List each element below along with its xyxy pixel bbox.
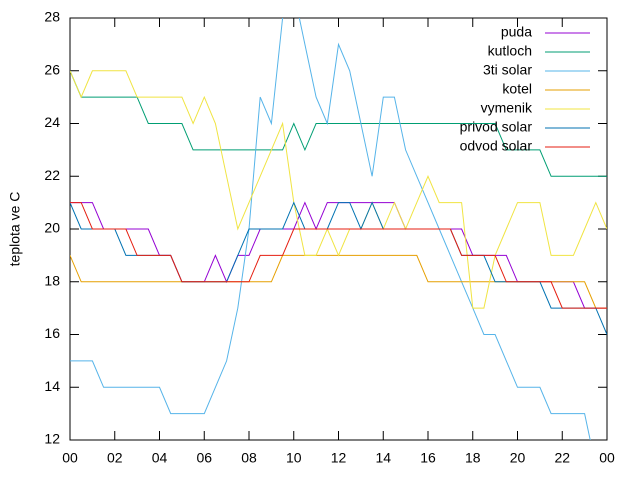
series-line <box>70 201 607 335</box>
x-tick-label: 10 <box>286 450 302 466</box>
y-axis-label: teplota ve C <box>7 192 23 267</box>
y-tick-label: 24 <box>44 114 60 130</box>
x-tick-label: 00 <box>599 450 615 466</box>
legend-label: odvod solar <box>460 138 533 154</box>
x-tick-label: 16 <box>420 450 436 466</box>
legend-label: vymenik <box>481 100 533 116</box>
x-tick-label: 18 <box>465 450 481 466</box>
y-tick-label: 18 <box>44 272 60 288</box>
y-tick-label: 20 <box>44 220 60 236</box>
y-tick-label: 28 <box>44 9 60 25</box>
x-tick-label: 02 <box>107 450 123 466</box>
legend-label: kotel <box>502 81 532 97</box>
y-tick-label: 14 <box>44 378 60 394</box>
y-tick-label: 16 <box>44 325 60 341</box>
series-line <box>70 70 607 309</box>
legend-label: puda <box>501 24 532 40</box>
y-tick-label: 26 <box>44 61 60 77</box>
x-tick-label: 04 <box>152 450 168 466</box>
legend-label: privod solar <box>460 119 533 135</box>
x-tick-label: 20 <box>510 450 526 466</box>
series-line <box>70 18 591 440</box>
x-tick-label: 22 <box>554 450 570 466</box>
legend-label: 3ti solar <box>483 62 532 78</box>
y-tick-label: 12 <box>44 431 60 447</box>
series-line <box>70 202 607 309</box>
series-line <box>70 70 607 177</box>
x-tick-label: 06 <box>196 450 212 466</box>
plot-area <box>70 18 607 440</box>
legend-label: kutloch <box>488 43 532 59</box>
x-tick-label: 08 <box>241 450 257 466</box>
x-tick-label: 12 <box>331 450 347 466</box>
x-tick-label: 14 <box>375 450 391 466</box>
x-tick-label: 00 <box>62 450 78 466</box>
y-tick-label: 22 <box>44 167 60 183</box>
